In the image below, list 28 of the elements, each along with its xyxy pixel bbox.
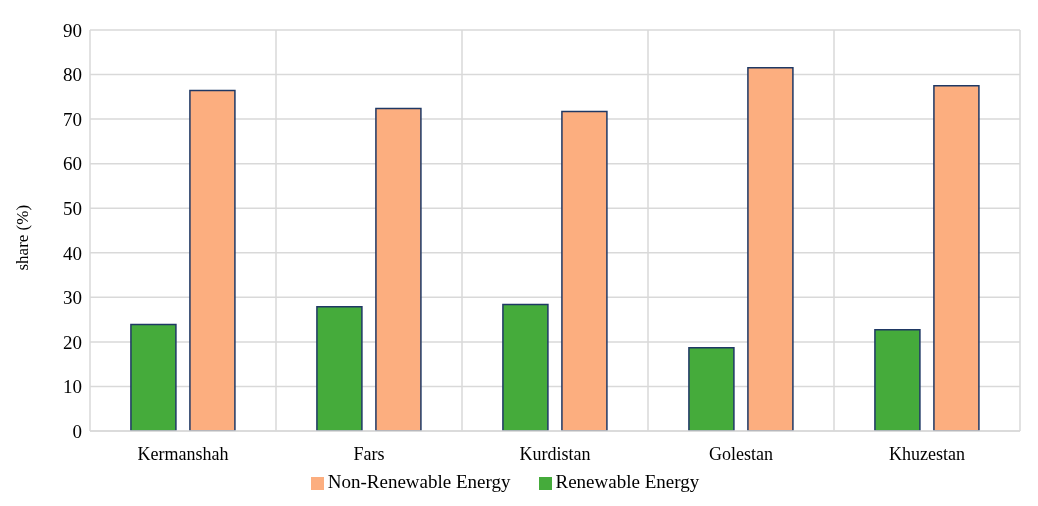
y-tick-label: 10 xyxy=(63,376,82,398)
y-tick-label: 20 xyxy=(63,331,82,353)
bar xyxy=(933,84,980,431)
legend-label: Renewable Energy xyxy=(555,471,700,492)
bar xyxy=(688,346,735,431)
y-tick-label: 70 xyxy=(63,108,82,130)
bar xyxy=(561,110,608,431)
x-tick-label: Golestan xyxy=(709,443,773,464)
legend-label: Non-Renewable Energy xyxy=(327,471,511,492)
y-tick-label: 80 xyxy=(63,64,82,86)
x-tick-label: Kurdistan xyxy=(519,443,591,464)
y-tick-label: 60 xyxy=(63,153,82,175)
y-axis-title: share (%) xyxy=(13,204,33,271)
bar xyxy=(502,303,549,431)
bar xyxy=(747,67,794,431)
bar xyxy=(189,89,236,431)
bar xyxy=(130,323,177,431)
bar xyxy=(375,107,422,431)
x-tick-label: Fars xyxy=(353,443,385,464)
y-tick-label: 30 xyxy=(63,287,82,309)
y-tick-label: 0 xyxy=(72,420,82,442)
y-tick-label: 50 xyxy=(63,197,82,219)
y-tick-label: 40 xyxy=(63,242,82,264)
x-tick-label: Kermanshah xyxy=(137,443,229,464)
bar xyxy=(316,305,363,431)
y-tick-label: 90 xyxy=(63,19,82,41)
x-tick-label: Khuzestan xyxy=(889,443,965,464)
bar xyxy=(874,329,921,431)
